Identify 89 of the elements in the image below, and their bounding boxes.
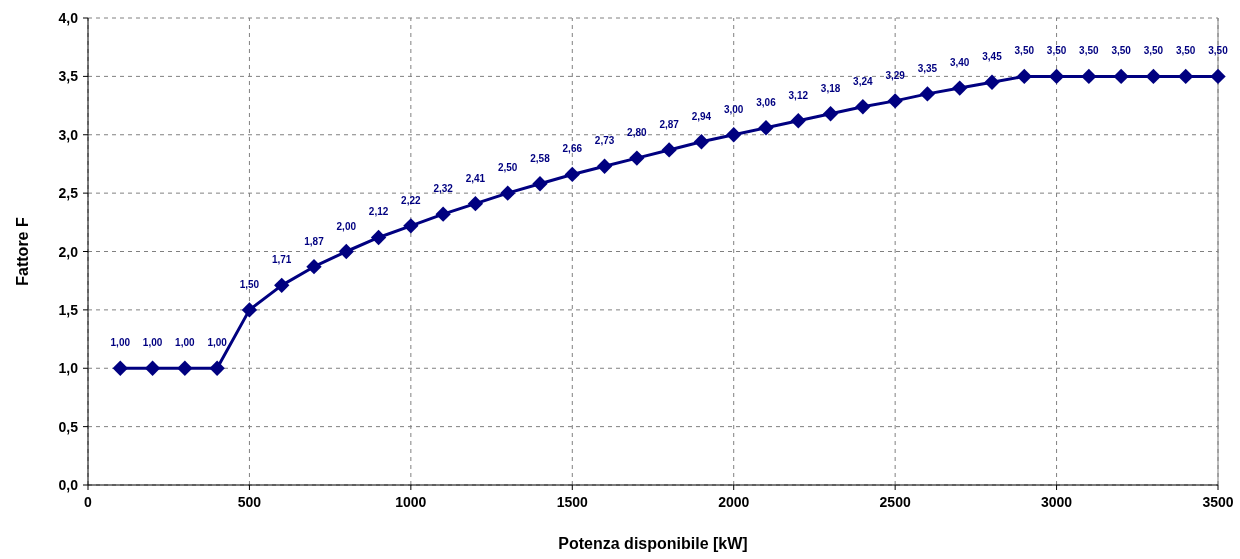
point [726, 127, 742, 143]
y-tick-label: 1,5 [58, 301, 79, 318]
point [370, 229, 387, 246]
point [790, 113, 806, 129]
data-label: 3,50 [1175, 45, 1196, 57]
data-label: 1,50 [239, 278, 260, 290]
point [209, 360, 225, 376]
y-tick-label: 2,0 [58, 243, 79, 260]
data-label: 2,00 [336, 220, 357, 232]
data-label: 2,94 [691, 110, 712, 122]
y-tick-label: 2,5 [58, 185, 79, 202]
point [822, 106, 839, 122]
data-label: 3,18 [820, 82, 841, 94]
x-tick-label: 2500 [879, 494, 911, 510]
point [1081, 68, 1097, 85]
data-label: 3,50 [1014, 45, 1035, 57]
data-label: 1,00 [207, 337, 228, 349]
y-axis-title: Fattore F [14, 217, 31, 286]
data-label: 3,35 [917, 62, 938, 74]
y-tick-label: 0,0 [58, 477, 79, 493]
data-label: 3,29 [885, 69, 906, 81]
point [919, 86, 936, 102]
point [112, 360, 128, 376]
point [1016, 68, 1032, 85]
point [1210, 68, 1226, 85]
data-label: 3,50 [1046, 45, 1067, 57]
point [338, 243, 354, 260]
data-label: 1,71 [271, 254, 292, 266]
x-tick-label: 1000 [395, 494, 427, 510]
data-label: 3,45 [982, 51, 1003, 63]
data-label: 3,00 [723, 103, 744, 115]
point [532, 176, 548, 192]
point [855, 99, 871, 115]
y-tick-label: 3,5 [58, 68, 79, 85]
data-label: 1,87 [304, 235, 325, 247]
x-tick-label: 1500 [556, 494, 589, 510]
point [467, 195, 484, 212]
data-label: 3,06 [756, 96, 777, 108]
point [984, 74, 1000, 90]
point [177, 360, 193, 376]
point [952, 80, 968, 96]
x-tick-label: 3500 [1202, 494, 1234, 510]
data-label: 1,00 [175, 337, 196, 349]
point [564, 166, 580, 183]
y-tick-label: 4,0 [58, 10, 79, 26]
point [435, 206, 451, 222]
point [1113, 68, 1129, 85]
point [403, 218, 419, 234]
point [306, 259, 322, 275]
x-tick-label: 0 [84, 494, 93, 510]
data-label: 2,12 [368, 206, 389, 218]
data-label: 2,80 [627, 127, 648, 139]
data-label: 3,50 [1079, 45, 1100, 57]
data-label: 3,50 [1111, 45, 1132, 57]
point [693, 134, 710, 150]
data-label: 2,73 [594, 135, 615, 147]
point [1178, 68, 1194, 85]
x-tick-label: 2000 [718, 494, 750, 510]
point [1048, 68, 1065, 85]
data-label: 2,58 [530, 152, 551, 164]
x-tick-label: 500 [237, 494, 262, 510]
data-label: 3,12 [788, 89, 809, 101]
data-label: 2,41 [465, 172, 486, 184]
data-label: 3,50 [1208, 45, 1229, 57]
point [241, 302, 258, 318]
y-tick-label: 3,0 [58, 126, 79, 143]
point [1145, 68, 1162, 85]
point [274, 277, 290, 294]
data-label: 2,66 [562, 143, 583, 155]
x-axis-title: Potenza disponibile [kW] [558, 535, 748, 552]
data-label: 3,50 [1143, 45, 1164, 57]
point [596, 158, 613, 174]
x-tick-label: 3000 [1040, 494, 1073, 510]
point [629, 150, 645, 166]
data-label: 2,32 [433, 183, 454, 195]
point [144, 360, 161, 376]
data-label: 2,50 [497, 162, 518, 174]
point [661, 142, 677, 158]
point [500, 185, 516, 201]
data-label: 3,24 [853, 75, 874, 87]
data-label: 2,87 [659, 118, 680, 130]
data-label: 1,00 [110, 337, 131, 349]
y-tick-label: 0,5 [58, 418, 79, 435]
point [758, 120, 774, 136]
data-label: 3,40 [949, 57, 970, 69]
data-label: 1,00 [142, 337, 163, 349]
point [887, 93, 903, 109]
y-tick-label: 1,0 [58, 360, 79, 377]
data-label: 2,22 [401, 194, 422, 206]
